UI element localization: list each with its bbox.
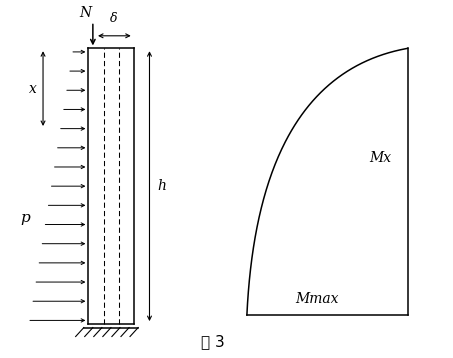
Text: Mx: Mx — [370, 150, 391, 165]
Text: p: p — [20, 211, 30, 226]
Text: 图 3: 图 3 — [201, 334, 225, 349]
Text: x: x — [29, 82, 37, 96]
Text: δ: δ — [111, 12, 118, 25]
Text: Mmax: Mmax — [295, 292, 339, 306]
Text: N: N — [79, 6, 91, 20]
Text: h: h — [158, 179, 167, 193]
